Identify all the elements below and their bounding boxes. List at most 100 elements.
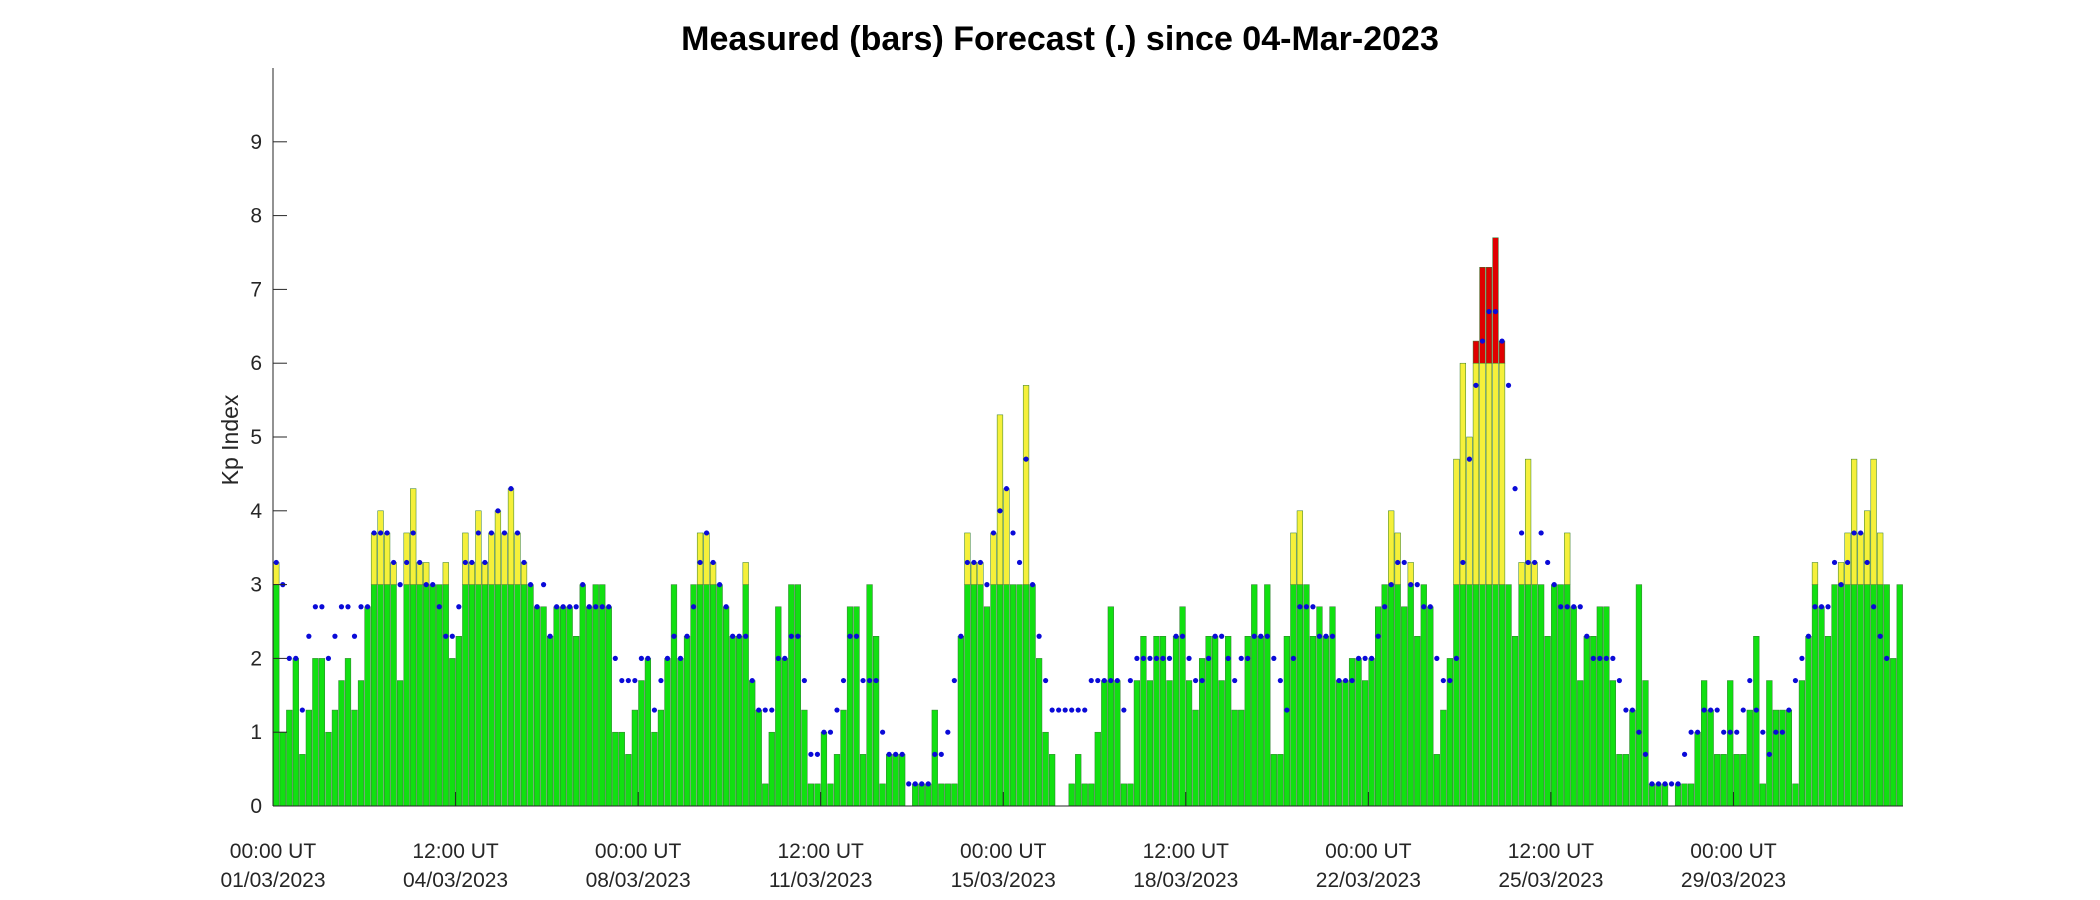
kp-bar-segment (1218, 680, 1225, 807)
kp-bar-segment (599, 584, 606, 807)
kp-bar-segment (305, 709, 312, 807)
kp-bar-segment (501, 584, 508, 807)
forecast-point (1056, 707, 1062, 713)
kp-bar (892, 754, 899, 807)
kp-bar-segment (964, 584, 971, 807)
kp-bar (638, 680, 645, 807)
kp-bar-segment (1557, 584, 1564, 807)
kp-bar (1185, 680, 1193, 807)
kp-bar (1701, 680, 1708, 807)
forecast-point (1871, 604, 1877, 610)
kp-bar-segment (1472, 362, 1480, 585)
kp-bar (1883, 584, 1890, 807)
kp-bar-segment (1622, 754, 1630, 807)
kp-bar (736, 636, 743, 807)
kp-bar (1570, 606, 1577, 807)
kp-bar (1583, 636, 1590, 807)
kp-bar (481, 562, 489, 807)
kp-bar-segment (1427, 606, 1434, 807)
kp-bar (1785, 709, 1793, 807)
kp-bar (494, 510, 502, 807)
y-tick-label: 5 (250, 426, 262, 449)
kp-bar (872, 636, 880, 807)
kp-bar (957, 636, 964, 807)
kp-bar-segment (1564, 584, 1571, 807)
kp-bar (488, 532, 495, 807)
kp-bar-segment (292, 658, 299, 807)
kp-bar-segment (781, 658, 788, 807)
y-axis-label: Kp Index (217, 394, 243, 485)
kp-bar-segment (990, 584, 997, 807)
forecast-point (1714, 707, 1720, 713)
kp-bar-segment (690, 584, 697, 807)
forecast-point (1760, 729, 1766, 735)
kp-bar (560, 606, 567, 807)
kp-bar (1296, 510, 1304, 807)
kp-bar (377, 510, 384, 807)
kp-bar (527, 584, 534, 807)
kp-bar (1766, 680, 1773, 807)
kp-bar-segment (977, 562, 984, 585)
kp-bar-segment (944, 783, 951, 807)
forecast-point (1166, 655, 1173, 662)
kp-bar-segment (501, 532, 508, 585)
kp-bar (520, 562, 528, 807)
kp-bar (599, 584, 606, 807)
kp-bar (573, 636, 580, 807)
kp-bar (729, 636, 736, 807)
forecast-point (1701, 707, 1707, 713)
kp-bar (990, 532, 997, 807)
kp-bar-segment (996, 414, 1004, 585)
kp-bar-segment (1877, 584, 1884, 807)
kp-bar-segment (586, 606, 593, 807)
forecast-point (1864, 559, 1870, 566)
forecast-point (1844, 559, 1851, 566)
forecast-point (971, 559, 977, 566)
kp-bar-segment (331, 709, 339, 807)
forecast-point (938, 751, 944, 757)
kp-bar (1035, 658, 1043, 807)
x-tick-label-date: 11/03/2023 (769, 869, 873, 892)
kp-bar (1309, 636, 1317, 807)
x-tick-label-date: 15/03/2023 (951, 869, 1056, 892)
x-tick-label-time: 12:00 UT (412, 840, 499, 863)
kp-bar (1016, 584, 1023, 807)
kp-bar-segment (957, 636, 964, 807)
kp-bar (1022, 385, 1030, 807)
kp-bar (833, 754, 841, 807)
forecast-point (475, 530, 481, 536)
kp-bar (788, 584, 795, 807)
kp-bar-segment (1303, 584, 1310, 807)
forecast-point (1342, 677, 1349, 684)
y-tick-label: 9 (250, 131, 262, 154)
kp-bar-segment (1146, 680, 1154, 807)
forecast-point (710, 559, 716, 566)
forecast-point (658, 677, 664, 684)
forecast-point (1779, 729, 1785, 735)
forecast-point (1675, 781, 1681, 787)
forecast-point (860, 677, 866, 684)
forecast-point (1134, 655, 1140, 662)
kp-bar-segment (488, 584, 495, 807)
kp-bar (1798, 680, 1806, 807)
kp-bar (429, 584, 436, 807)
kp-bar-segment (299, 754, 306, 807)
kp-bar-segment (436, 584, 443, 807)
kp-bar-segment (449, 658, 456, 807)
kp-bar-segment (1485, 584, 1493, 807)
kp-bar-segment (1890, 658, 1897, 807)
kp-bar (944, 783, 951, 807)
kp-bar-segment (1244, 636, 1251, 807)
forecast-point (286, 655, 292, 662)
forecast-point (1812, 604, 1818, 610)
kp-bar-segment (397, 680, 404, 807)
kp-bar-segment (1577, 680, 1584, 807)
x-tick-label-time: 12:00 UT (1143, 840, 1230, 863)
kp-bar-segment (827, 783, 834, 807)
forecast-point (1858, 530, 1864, 536)
kp-bar (1322, 636, 1330, 807)
kp-bar-segment (1811, 584, 1819, 807)
x-tick-label-time: 00:00 UT (960, 840, 1047, 863)
kp-bar-segment (605, 606, 612, 807)
kp-bar-segment (820, 731, 828, 807)
